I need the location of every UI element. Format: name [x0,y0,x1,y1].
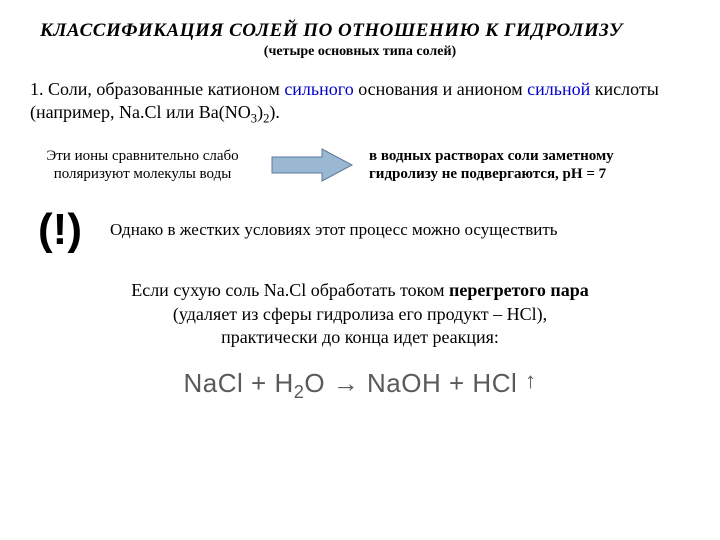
page-subtitle: (четыре основных типа солей) [30,44,690,60]
arrow-icon [267,145,357,185]
left-statement: Эти ионы сравнительно слабо поляризуют м… [30,147,255,185]
right-l2: гидролизу не подвергаются, рН = 7 [369,166,606,182]
exclaim-mark: (!) [30,205,90,255]
eq-plus2: + [441,368,472,398]
eq-plus1: + [243,368,274,398]
eq-arrow: → [325,368,367,398]
eq-h: H [274,368,293,398]
section-1-text: 1. Соли, образованные катионом сильного … [30,78,690,127]
left-l2: поляризуют молекулы воды [54,166,232,182]
s1-strong-base: сильного [284,79,353,99]
eq-hcl: HCl [472,368,525,398]
exclaim-row: (!) Однако в жестких условиях этот проце… [30,205,690,255]
s1-mid1: основания и анионом [354,79,527,99]
s1-strong-acid: сильной [527,79,590,99]
eq-2: 2 [294,382,305,402]
right-statement: в водных растворах соли заметному гидрол… [369,147,669,185]
arrow-row: Эти ионы сравнительно слабо поляризуют м… [30,145,690,185]
s1-prefix: 1. Соли, образованные катионом [30,79,284,99]
page-title: КЛАССИФИКАЦИЯ СОЛЕЙ ПО ОТНОШЕНИЮ К ГИДРО… [30,20,690,42]
para-l1b: перегретого пара [449,280,589,300]
para-l2: (удаляет из сферы гидролиза его продукт … [173,304,547,324]
para-l1a: Если сухую соль Na.Cl обработать током [131,280,449,300]
s1-end: ). [269,102,280,122]
eq-o: O [304,368,325,398]
right-l1: в водных растворах соли заметному [369,148,614,164]
eq-nacl: NaCl [184,368,244,398]
chemical-equation: NaCl + H2O → NaOH + HCl ↑ [30,368,690,403]
paragraph: Если сухую соль Na.Cl обработать током п… [30,279,690,349]
eq-naoh: NaOH [367,368,441,398]
left-l1: Эти ионы сравнительно слабо [46,148,238,164]
para-l3: практически до конца идет реакция: [221,327,499,347]
exclaim-text: Однако в жестких условиях этот процесс м… [110,220,558,240]
eq-up: ↑ [525,368,537,393]
